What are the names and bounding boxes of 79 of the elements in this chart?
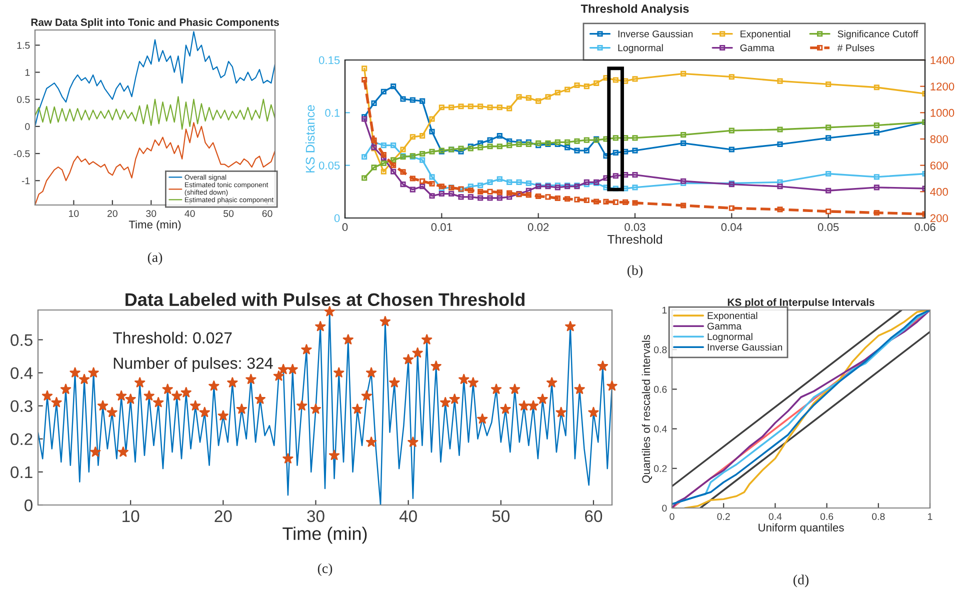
x-tick-label: 10 — [122, 510, 140, 522]
y-tick-label: 0 — [662, 504, 667, 512]
chart-title: Data Labeled with Pulses at Chosen Threshold — [126, 292, 524, 306]
y2-tick-label: 400 — [930, 188, 948, 196]
legend-label: Significance Cutoff — [838, 30, 918, 40]
y-tick-label: 1.5 — [17, 42, 30, 49]
x-tick-label: 0.4 — [768, 513, 782, 520]
chart-title: KS plot of Interpulse Intervals — [728, 298, 874, 308]
y-axis-title: KS Distance — [305, 105, 315, 172]
y-tick-label: 0 — [25, 123, 30, 130]
chart-title: Threshold Analysis — [580, 4, 689, 16]
y-tick-label: 0.5 — [10, 334, 32, 346]
y-tick-label: 0.1 — [325, 108, 340, 117]
y2-tick-label: 800 — [930, 135, 948, 144]
x-tick-label: 40 — [184, 210, 195, 217]
x-axis-title: Threshold — [607, 234, 662, 244]
y-tick-label: -0.5 — [14, 150, 30, 158]
chart-title: Raw Data Split into Tonic and Phasic Components — [31, 18, 279, 28]
y-tick-label: 0 — [24, 499, 32, 512]
y-tick-label: 0.6 — [654, 386, 667, 393]
y2-tick-label: 600 — [930, 162, 948, 170]
x-axis-title: Uniform quantiles — [758, 523, 844, 534]
y-tick-label: 0.8 — [654, 346, 667, 354]
x-tick-label: 0.01 — [431, 223, 452, 232]
x-tick-label: 0.2 — [717, 513, 730, 520]
legend-label: Gamma — [740, 44, 774, 52]
y-tick-label: 1 — [25, 69, 30, 76]
text: (d) — [794, 574, 808, 588]
x-axis-title: Time (min) — [128, 220, 181, 231]
y-tick-label: 0.15 — [318, 56, 340, 64]
legend-label: Lognormal — [618, 44, 663, 54]
y2-tick-label: 1400 — [930, 56, 954, 64]
x-tick-label: 60 — [262, 210, 272, 217]
legend-label: Exponential — [740, 30, 790, 40]
y-tick-label: 0.1 — [10, 466, 32, 478]
legend-label: Exponential — [708, 312, 758, 322]
y-tick-label: 0.3 — [10, 400, 32, 412]
y2-tick-label: 1200 — [930, 82, 954, 90]
text: (c) — [318, 563, 332, 576]
y-tick-label: 0.4 — [10, 367, 33, 379]
y-tick-label: 0.2 — [10, 433, 32, 446]
x-tick-label: 0.8 — [872, 513, 885, 520]
x-tick-label: 0.03 — [624, 223, 646, 232]
y-tick-label: 0.4 — [654, 426, 667, 432]
legend-label: # Pulses — [837, 44, 874, 52]
x-axis-title: Time (min) — [282, 526, 367, 544]
legend-label: Lognormal — [708, 332, 752, 342]
y-axis-title: Quantiles of rescaled intervals — [642, 334, 652, 483]
x-tick-label: 60 — [585, 510, 602, 522]
legend-label: Inverse Gaussian — [618, 30, 693, 38]
x-tick-label: 40 — [399, 510, 417, 522]
x-tick-label: 20 — [214, 510, 232, 522]
y2-tick-label: 200 — [930, 214, 948, 222]
x-tick-label: 0.04 — [721, 223, 742, 232]
x-tick-label: 0 — [670, 513, 674, 520]
text: (b) — [628, 265, 642, 278]
x-tick-label: 50 — [492, 510, 510, 522]
y-tick-label: 0.05 — [318, 162, 340, 170]
y-tick-label: -1 — [22, 177, 30, 184]
x-tick-label: 0.6 — [820, 513, 834, 520]
x-tick-label: 0 — [342, 223, 348, 232]
x-tick-label: 30 — [146, 210, 156, 217]
y2-tick-label: 1000 — [930, 108, 954, 117]
y-tick-label: 0.2 — [654, 465, 667, 472]
x-tick-label: 0.02 — [528, 223, 549, 232]
x-tick-label: 50 — [224, 210, 234, 217]
annotation: Number of pulses: 324 — [114, 357, 273, 372]
annotation: Threshold: 0.027 — [112, 332, 232, 344]
legend-label: Inverse Gaussian — [708, 344, 782, 351]
x-tick-label: 0.05 — [818, 223, 839, 232]
x-tick-label: 10 — [69, 210, 79, 217]
legend-label: Gamma — [707, 322, 742, 330]
y-tick-label: 0.5 — [17, 96, 30, 103]
x-tick-label: 30 — [307, 510, 324, 522]
x-tick-label: 0.06 — [914, 223, 936, 232]
y-tick-label: 1 — [662, 306, 667, 314]
x-tick-label: 1 — [928, 513, 932, 520]
x-tick-label: 20 — [108, 210, 118, 217]
text: (a) — [148, 252, 162, 265]
